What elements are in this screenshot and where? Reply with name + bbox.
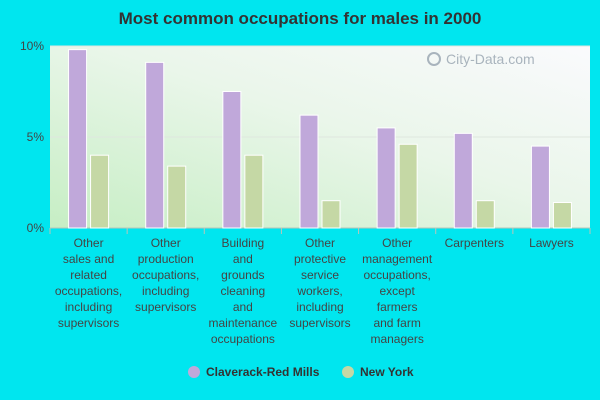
bar-claverack-red-mills [222,91,242,229]
bar-new-york [552,202,572,229]
legend-label: Claverack-Red Mills [206,365,320,379]
y-tick-label: 5% [27,130,45,144]
bar-claverack-red-mills [453,132,473,229]
x-category-label: Other sales and related occupations, includi… [55,236,122,330]
bar-new-york [475,200,495,229]
bar-claverack-red-mills [376,127,396,229]
x-category-label: Lawyers [529,236,574,250]
bar-new-york [244,154,264,229]
bar-claverack-red-mills [145,61,165,229]
y-tick-label: 0% [27,221,45,235]
bar-new-york [398,143,418,229]
x-category-label: Other protective service workers, including s… [289,236,350,330]
legend-swatch [188,366,200,378]
bar-new-york [321,200,341,229]
bar-new-york [167,165,187,229]
chart-title: Most common occupations for males in 200… [119,9,482,28]
bar-claverack-red-mills [530,145,550,229]
bar-new-york [90,154,110,229]
y-tick-label: 10% [20,39,44,53]
watermark-text: City-Data.com [446,51,535,67]
x-category-label: Carpenters [445,236,504,250]
x-category-label: Building and grounds cleaning and maintenance… [208,236,277,346]
x-category-label: Other production occupations, including supe… [132,236,199,314]
legend-swatch [342,366,354,378]
legend: Claverack-Red Mills New York [188,365,414,379]
search-icon [427,52,441,66]
legend-label: New York [360,365,414,379]
watermark: City-Data.com [427,51,535,67]
x-category-label: Other management occupations, except farmers… [362,236,433,346]
bar-claverack-red-mills [68,49,88,229]
bar-claverack-red-mills [299,114,319,229]
